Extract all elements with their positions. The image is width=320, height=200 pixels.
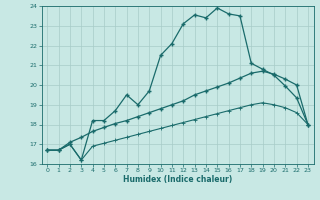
X-axis label: Humidex (Indice chaleur): Humidex (Indice chaleur) — [123, 175, 232, 184]
